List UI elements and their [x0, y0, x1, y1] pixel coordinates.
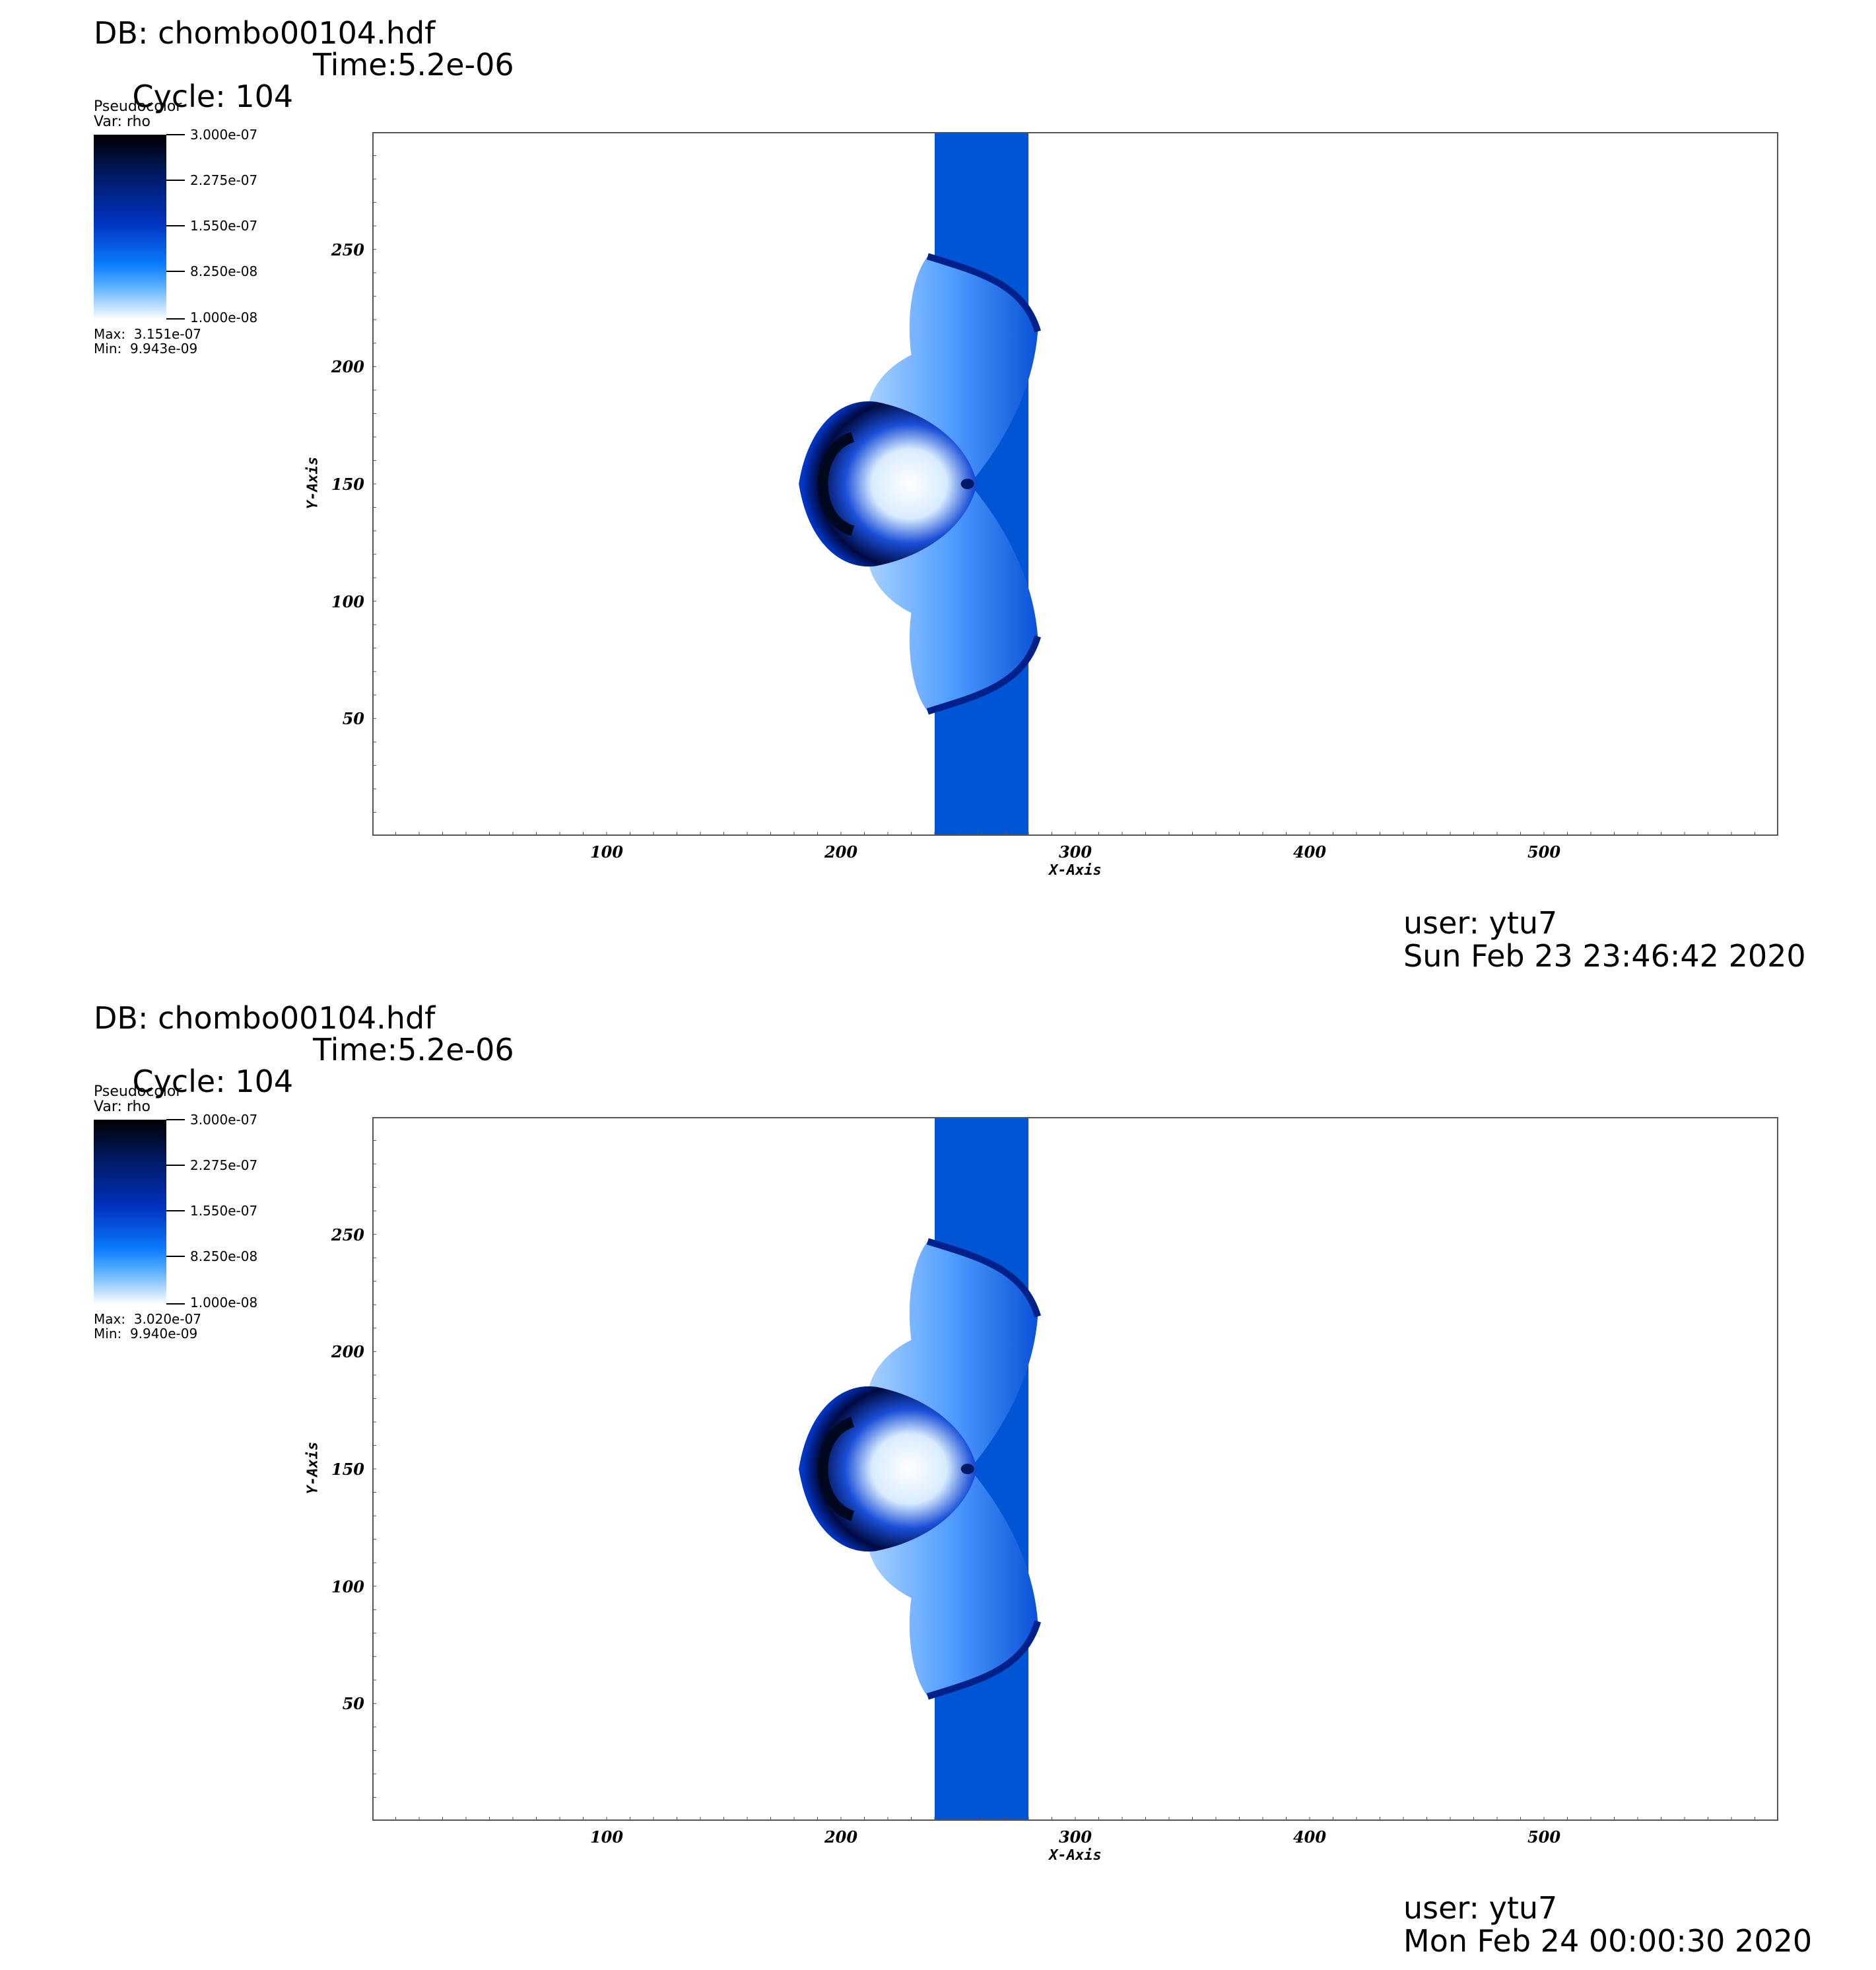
- y-tick-label: 150: [331, 475, 364, 494]
- colorbar: [94, 1120, 166, 1305]
- plot-background: [372, 132, 1778, 836]
- colorbar-tick: [166, 1256, 185, 1257]
- user-label: user: ytu7: [1403, 1890, 1558, 1926]
- legend-plot-type: Pseudocolor: [94, 1083, 182, 1100]
- min-value: Min: 9.940e-09: [94, 1326, 198, 1342]
- core-dark-arc: [817, 1417, 855, 1521]
- colorbar-tick: [166, 134, 185, 135]
- colorbar: [94, 135, 166, 320]
- y-tick-label: 200: [331, 357, 364, 377]
- visualization-window-1: DB: chombo00104.hdf Cycle: 104 Time:5.2e…: [94, 15, 1806, 974]
- max-value: Max: 3.151e-07: [94, 326, 202, 342]
- colorbar-label: 3.000e-07: [190, 127, 258, 143]
- colorbar-label: 3.000e-07: [190, 1112, 258, 1128]
- y-tick-label: 50: [342, 1694, 364, 1714]
- x-tick-label: 100: [589, 1827, 624, 1847]
- colorbar-tick: [166, 180, 185, 181]
- colorbar-tick: [166, 271, 185, 272]
- cycle-label: Cycle: 104 Time:5.2e-06: [94, 1034, 514, 1161]
- y-tick-label: 100: [331, 592, 364, 611]
- lower-shock-front: [926, 635, 1041, 715]
- x-tick-label: 400: [1292, 842, 1327, 862]
- colorbar-tick: [166, 1119, 185, 1120]
- pseudocolor-plot: [372, 1117, 1778, 1821]
- x-tick-label: 200: [824, 842, 858, 862]
- x-axis-title: X-Axis: [1049, 862, 1102, 879]
- colorbar-tick: [166, 1165, 185, 1166]
- legend-variable: Var: rho: [94, 1099, 151, 1115]
- x-tick-label: 300: [1058, 842, 1092, 862]
- database-name: DB: chombo00104.hdf: [94, 1000, 436, 1036]
- time-value: Time:5.2e-06: [313, 1032, 514, 1068]
- plot-background: [372, 1117, 1778, 1821]
- colorbar-label: 1.000e-08: [190, 310, 258, 325]
- colorbar-tick: [166, 318, 185, 320]
- database-name: DB: chombo00104.hdf: [94, 15, 436, 51]
- colorbar-label: 2.275e-07: [190, 172, 258, 188]
- core-dark-arc: [817, 432, 855, 536]
- x-tick-label: 200: [824, 1827, 858, 1847]
- colorbar-tick: [166, 1210, 185, 1211]
- cycle-value: Cycle: 104: [132, 79, 294, 114]
- x-tick-label: 100: [589, 842, 624, 862]
- center-knot: [960, 479, 974, 489]
- max-value: Max: 3.020e-07: [94, 1311, 202, 1327]
- y-tick-label: 150: [331, 1460, 364, 1479]
- legend-variable: Var: rho: [94, 114, 151, 130]
- upper-shock-front: [926, 253, 1041, 333]
- user-label: user: ytu7: [1403, 905, 1558, 941]
- y-tick-label: 200: [331, 1342, 364, 1362]
- legend-plot-type: Pseudocolor: [94, 98, 182, 115]
- y-tick-label: 250: [331, 1225, 364, 1244]
- colorbar-tick: [166, 225, 185, 226]
- y-tick-label: 250: [331, 240, 364, 259]
- pseudocolor-plot: [372, 132, 1778, 836]
- x-tick-label: 500: [1527, 842, 1561, 862]
- lower-shock-front: [926, 1620, 1041, 1700]
- colorbar-label: 1.550e-07: [190, 218, 258, 234]
- date-label: Mon Feb 24 00:00:30 2020: [1403, 1923, 1813, 1959]
- x-tick-label: 500: [1527, 1827, 1561, 1847]
- colorbar-label: 8.250e-08: [190, 1248, 258, 1264]
- colorbar-label: 1.550e-07: [190, 1203, 258, 1219]
- y-axis-title: Y-Axis: [304, 1441, 321, 1495]
- visualization-window-2: DB: chombo00104.hdf Cycle: 104 Time:5.2e…: [0, 985, 1876, 1970]
- date-label: Sun Feb 23 23:46:42 2020: [1403, 938, 1806, 974]
- min-value: Min: 9.943e-09: [94, 341, 198, 357]
- y-tick-label: 50: [342, 709, 364, 729]
- x-tick-label: 400: [1292, 1827, 1327, 1847]
- cycle-label: Cycle: 104 Time:5.2e-06: [94, 49, 514, 176]
- colorbar-label: 2.275e-07: [190, 1157, 258, 1173]
- x-tick-label: 300: [1058, 1827, 1092, 1847]
- center-knot: [960, 1464, 974, 1474]
- cycle-value: Cycle: 104: [132, 1064, 294, 1099]
- y-tick-label: 100: [331, 1577, 364, 1596]
- x-axis-title: X-Axis: [1049, 1847, 1102, 1864]
- upper-shock-front: [926, 1238, 1041, 1318]
- time-value: Time:5.2e-06: [313, 47, 514, 83]
- colorbar-tick: [166, 1303, 185, 1305]
- colorbar-label: 1.000e-08: [190, 1295, 258, 1310]
- colorbar-label: 8.250e-08: [190, 263, 258, 279]
- y-axis-title: Y-Axis: [304, 456, 321, 510]
